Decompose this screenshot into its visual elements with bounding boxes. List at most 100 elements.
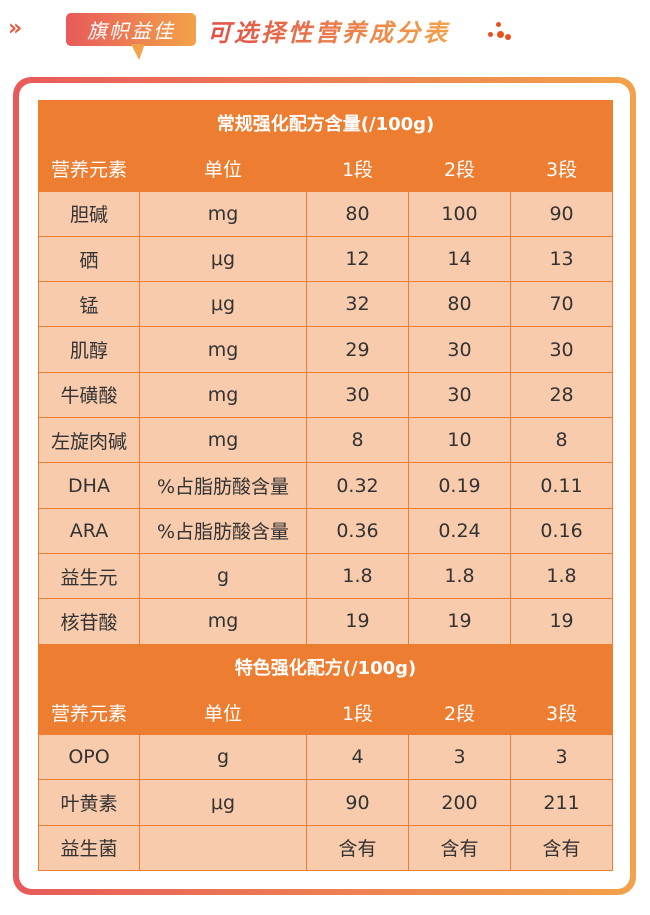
table-cell: 1.8 bbox=[408, 552, 511, 600]
table-cell: 肌醇 bbox=[38, 326, 140, 373]
column-header: 营养元素 bbox=[38, 145, 140, 192]
column-header: 营养元素 bbox=[38, 688, 140, 736]
table-cell: 硒 bbox=[38, 235, 140, 283]
table-cell: 30 bbox=[408, 371, 511, 419]
table-row: ARA %占脂肪酸含量 0.36 0.24 0.16 bbox=[38, 507, 614, 554]
section-title-row: 特色强化配方(/100g) bbox=[37, 643, 614, 690]
column-header: 2段 bbox=[408, 688, 511, 736]
table-cell: 100 bbox=[408, 190, 511, 237]
table-cell: 28 bbox=[509, 371, 614, 419]
table-cell: 211 bbox=[509, 779, 614, 826]
table-cell: μg bbox=[139, 235, 307, 283]
table-cell: 核苷酸 bbox=[38, 598, 140, 645]
table-row: 左旋肉碱 mg 8 10 8 bbox=[38, 417, 614, 464]
table-cell: μg bbox=[139, 779, 307, 826]
table-cell: 10 bbox=[408, 417, 511, 464]
column-header: 单位 bbox=[139, 145, 307, 192]
table-cell: 8 bbox=[509, 417, 614, 464]
table-row: 益生菌 含有 含有 含有 bbox=[38, 824, 614, 872]
column-header: 3段 bbox=[509, 688, 614, 736]
table-cell: 含有 bbox=[509, 824, 614, 872]
chevron-icon: » bbox=[8, 16, 22, 41]
section-title-row: 常规强化配方含量(/100g) bbox=[37, 99, 614, 147]
header-row: 营养元素 单位 1段 2段 3段 bbox=[38, 145, 614, 192]
table-cell: OPO bbox=[38, 734, 140, 781]
column-header: 单位 bbox=[139, 688, 307, 736]
table-cell: 90 bbox=[509, 190, 614, 237]
table-cell: 锰 bbox=[38, 281, 140, 328]
table-cell: 3 bbox=[509, 734, 614, 781]
table-row: 叶黄素 μg 90 200 211 bbox=[38, 779, 614, 826]
header-row: 营养元素 单位 1段 2段 3段 bbox=[38, 688, 614, 736]
page-title: 可选择性营养成分表 bbox=[207, 13, 450, 48]
table-cell: 30 bbox=[509, 326, 614, 373]
table-cell: 牛磺酸 bbox=[38, 371, 140, 419]
table-row: 胆碱 mg 80 100 90 bbox=[38, 190, 614, 237]
table-cell: 12 bbox=[306, 235, 409, 283]
table-cell: 0.24 bbox=[408, 507, 511, 554]
table-cell: 30 bbox=[408, 326, 511, 373]
table-cell: mg bbox=[139, 598, 307, 645]
table-cell: 含有 bbox=[306, 824, 409, 872]
table-cell: μg bbox=[139, 281, 307, 328]
table-cell: 200 bbox=[408, 779, 511, 826]
table-cell: mg bbox=[139, 326, 307, 373]
table-cell: 70 bbox=[509, 281, 614, 328]
table-row: 核苷酸 mg 19 19 19 bbox=[38, 598, 614, 645]
table-cell: 胆碱 bbox=[38, 190, 140, 237]
table-cell: 13 bbox=[509, 235, 614, 283]
table-cell: 4 bbox=[306, 734, 409, 781]
table-cell: 3 bbox=[408, 734, 511, 781]
table-cell: 0.16 bbox=[509, 507, 614, 554]
table-row: 硒 μg 12 14 13 bbox=[38, 235, 614, 283]
table-cell: ARA bbox=[38, 507, 140, 554]
column-header: 2段 bbox=[408, 145, 511, 192]
table-cell: 8 bbox=[306, 417, 409, 464]
table-cell: g bbox=[139, 552, 307, 600]
table-cell: 含有 bbox=[408, 824, 511, 872]
speech-tail-icon bbox=[125, 44, 145, 60]
column-header: 1段 bbox=[306, 145, 409, 192]
table-cell: mg bbox=[139, 371, 307, 419]
table-cell: 19 bbox=[408, 598, 511, 645]
table-cell: 19 bbox=[509, 598, 614, 645]
table-cell: %占脂肪酸含量 bbox=[139, 462, 307, 509]
table-cell: 0.32 bbox=[306, 462, 409, 509]
table-cell: mg bbox=[139, 417, 307, 464]
table-cell: 90 bbox=[306, 779, 409, 826]
table-cell: %占脂肪酸含量 bbox=[139, 507, 307, 554]
table-cell: g bbox=[139, 734, 307, 781]
table-cell: 益生元 bbox=[38, 552, 140, 600]
table-cell: 14 bbox=[408, 235, 511, 283]
section-title: 常规强化配方含量(/100g) bbox=[37, 99, 614, 147]
table-cell: 1.8 bbox=[509, 552, 614, 600]
section-title: 特色强化配方(/100g) bbox=[37, 643, 614, 690]
table-cell: 80 bbox=[408, 281, 511, 328]
dots-icon bbox=[486, 22, 512, 42]
table-row: 牛磺酸 mg 30 30 28 bbox=[38, 371, 614, 419]
table-row: 锰 μg 32 80 70 bbox=[38, 281, 614, 328]
nutrition-table: 常规强化配方含量(/100g) 营养元素 单位 1段 2段 3段 胆碱 mg 80 100 90 硒 μ… bbox=[37, 99, 614, 872]
table-cell: 1.8 bbox=[306, 552, 409, 600]
table-row: 肌醇 mg 29 30 30 bbox=[38, 326, 614, 373]
table-row: 益生元 g 1.8 1.8 1.8 bbox=[38, 552, 614, 600]
table-cell: DHA bbox=[38, 462, 140, 509]
table-cell: 19 bbox=[306, 598, 409, 645]
table-cell: 0.36 bbox=[306, 507, 409, 554]
table-row: DHA %占脂肪酸含量 0.32 0.19 0.11 bbox=[38, 462, 614, 509]
table-cell: 80 bbox=[306, 190, 409, 237]
table-cell: 32 bbox=[306, 281, 409, 328]
table-row: OPO g 4 3 3 bbox=[38, 734, 614, 781]
table-cell: mg bbox=[139, 190, 307, 237]
column-header: 1段 bbox=[306, 688, 409, 736]
table-cell: 左旋肉碱 bbox=[38, 417, 140, 464]
table-cell: 30 bbox=[306, 371, 409, 419]
column-header: 3段 bbox=[509, 145, 614, 192]
table-cell: 叶黄素 bbox=[38, 779, 140, 826]
table-cell bbox=[139, 824, 307, 872]
table-cell: 29 bbox=[306, 326, 409, 373]
table-cell: 0.11 bbox=[509, 462, 614, 509]
table-cell: 益生菌 bbox=[38, 824, 140, 872]
table-cell: 0.19 bbox=[408, 462, 511, 509]
brand-badge: 旗帜益佳 bbox=[66, 13, 196, 46]
